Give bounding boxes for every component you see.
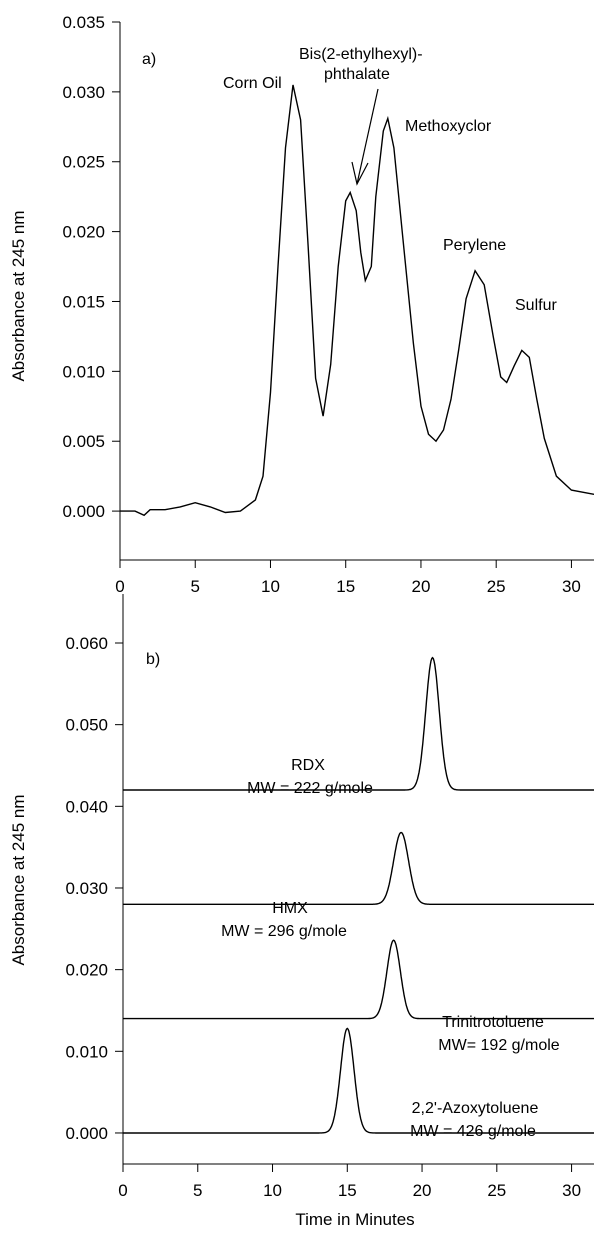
annotation-perylene: Perylene bbox=[443, 237, 506, 254]
trace-2-2-azoxytoluene bbox=[123, 1027, 594, 1134]
panel-b-x-tick-label: 20 bbox=[413, 1181, 432, 1200]
panel-a-y-tick-label: 0.025 bbox=[62, 153, 105, 172]
panel-b-x-tick-label: 30 bbox=[562, 1181, 581, 1200]
panel-a-y-tick-label: 0.000 bbox=[62, 502, 105, 521]
panel-b-x-tick-label: 0 bbox=[118, 1181, 127, 1200]
annotation-sulfur: Sulfur bbox=[515, 297, 557, 314]
label-tnt-name: Trinitrotoluene bbox=[442, 1014, 544, 1031]
annotation-corn-oil: Corn Oil bbox=[223, 75, 282, 92]
annotation-bis-line1: Bis(2-ethylhexyl)- bbox=[299, 46, 423, 63]
label-hmx-mw: MW = 296 g/mole bbox=[221, 923, 347, 940]
panel-b-y-tick-label: 0.000 bbox=[65, 1124, 108, 1143]
panel-b-chart: 0.000 0.010 0.020 0.030 0.040 0.050 0.060 0 5 10… bbox=[9, 594, 594, 1229]
panel-b-x-tick-label: 10 bbox=[263, 1181, 282, 1200]
panel-a-y-tick-label: 0.010 bbox=[62, 362, 105, 381]
panel-a-chart: 0.000 0.005 0.010 0.015 0.020 0.025 0.030 0.035… bbox=[9, 13, 594, 596]
label-hmx-name: HMX bbox=[272, 900, 308, 917]
panel-a-y-axis-title: Absorbance at 245 nm bbox=[9, 210, 28, 381]
annotation-methoxyclor: Methoxyclor bbox=[405, 118, 492, 135]
panel-a-x-tick-label: 5 bbox=[191, 577, 200, 596]
panel-a-y-tick-label: 0.015 bbox=[62, 292, 105, 311]
panel-b-x-tick-label: 25 bbox=[487, 1181, 506, 1200]
panel-a-x-tick-label: 25 bbox=[487, 577, 506, 596]
panel-a-y-tick-label: 0.035 bbox=[62, 13, 105, 32]
panel-a-y-tick-label: 0.020 bbox=[62, 223, 105, 242]
panel-b-y-tick-label: 0.010 bbox=[65, 1042, 108, 1061]
annotation-bis-arrow-shaft bbox=[356, 88, 379, 185]
trace-hmx bbox=[123, 831, 594, 905]
panel-b-y-tick-label: 0.040 bbox=[65, 797, 108, 816]
panel-a-y-tick-label: 0.005 bbox=[62, 432, 105, 451]
label-tnt-mw: MW= 192 g/mole bbox=[438, 1037, 559, 1054]
panel-b-label: b) bbox=[146, 651, 160, 668]
panel-a-label: a) bbox=[142, 51, 156, 68]
panel-b-x-tick-label: 15 bbox=[338, 1181, 357, 1200]
panel-a-x-tick-label: 10 bbox=[261, 577, 280, 596]
annotation-bis-arrow-head bbox=[351, 161, 369, 186]
panel-b-y-tick-label: 0.050 bbox=[65, 716, 108, 735]
panel-a-x-tick-label: 0 bbox=[115, 577, 124, 596]
label-azoxytoluene-mw: MW = 426 g/mole bbox=[410, 1123, 536, 1140]
panel-a-x-tick-label: 30 bbox=[562, 577, 581, 596]
panel-b-x-tick-label: 5 bbox=[193, 1181, 202, 1200]
panel-a-trace bbox=[120, 84, 594, 517]
label-rdx-mw: MW = 222 g/mole bbox=[247, 780, 373, 797]
label-azoxytoluene-name: 2,2'-Azoxytoluene bbox=[412, 1100, 539, 1117]
trace-rdx bbox=[123, 656, 594, 791]
panel-a-x-tick-label: 15 bbox=[336, 577, 355, 596]
panel-a-y-tick-label: 0.030 bbox=[62, 83, 105, 102]
panel-b-x-axis-title: Time in Minutes bbox=[295, 1210, 414, 1229]
panel-b-y-tick-label: 0.020 bbox=[65, 961, 108, 980]
trace-trinitrotoluene bbox=[123, 939, 594, 1020]
label-rdx-name: RDX bbox=[291, 757, 325, 774]
panel-b-y-tick-label: 0.060 bbox=[65, 634, 108, 653]
panel-b-y-axis-title: Absorbance at 245 nm bbox=[9, 794, 28, 965]
panel-b-y-tick-label: 0.030 bbox=[65, 879, 108, 898]
annotation-bis-line2: phthalate bbox=[324, 66, 390, 83]
panel-a-x-tick-label: 20 bbox=[411, 577, 430, 596]
